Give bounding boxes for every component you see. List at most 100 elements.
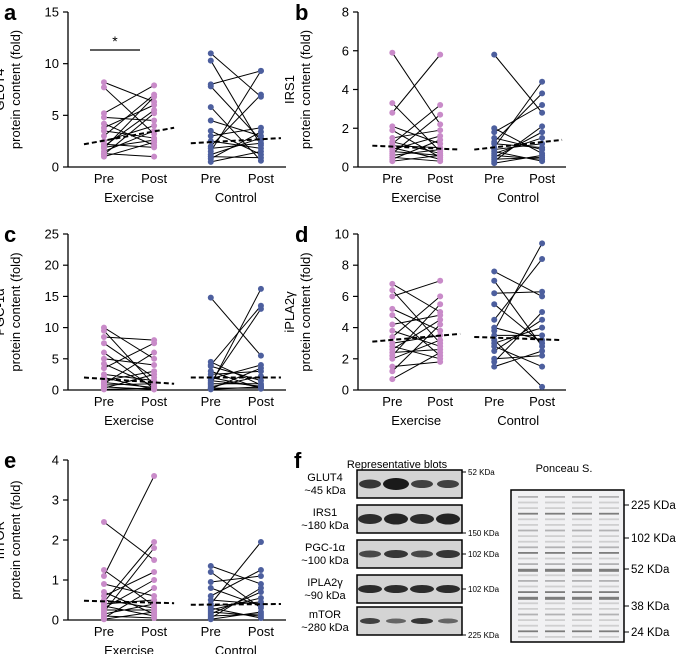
point-post	[151, 93, 158, 100]
point-pre	[491, 363, 498, 370]
group-label-exercise: Exercise	[391, 413, 441, 428]
point-post	[257, 589, 264, 595]
ponceau-band	[518, 540, 538, 543]
ponceau-band	[518, 624, 538, 627]
blot-row: PGC-1α~100 kDa 102 KDa	[301, 539, 500, 569]
blots-title: Representative blots	[347, 459, 448, 471]
ponceau-band	[518, 552, 538, 554]
ponceau-band	[572, 529, 592, 532]
ponceau-band	[572, 557, 592, 560]
ponceau-band	[572, 602, 592, 605]
paired-line	[493, 104, 543, 133]
point-pre	[207, 127, 214, 134]
point-post	[539, 293, 546, 300]
x-tick-label: Pre	[201, 171, 221, 186]
ponceau-band	[518, 496, 538, 498]
ponceau-band	[572, 496, 592, 498]
paired-line	[210, 308, 262, 383]
ponceau-band	[572, 608, 592, 610]
point-post	[539, 343, 546, 350]
point-pre	[389, 158, 396, 165]
blot-band	[359, 550, 381, 558]
y-axis-label-protein: mTOR	[0, 521, 7, 559]
ponceau-band	[572, 613, 592, 616]
ponceau-band	[545, 563, 565, 565]
point-post	[539, 316, 546, 323]
series-control	[190, 539, 281, 623]
point-post	[437, 358, 444, 365]
series-control	[190, 285, 281, 393]
ponceau-band	[518, 591, 538, 593]
point-post	[539, 134, 546, 141]
group-label-exercise: Exercise	[104, 643, 154, 654]
point-post	[257, 285, 264, 292]
point-post	[539, 109, 546, 116]
point-pre	[491, 277, 498, 284]
paired-line	[210, 151, 262, 163]
paired-line	[210, 599, 261, 605]
paired-line	[210, 611, 262, 620]
y-tick-label: 1	[52, 573, 59, 588]
y-axis-label-unit: protein content (fold)	[8, 480, 23, 599]
point-post	[437, 127, 444, 134]
ponceau-band	[599, 624, 619, 627]
point-pre	[389, 321, 396, 328]
point-post	[437, 158, 444, 165]
point-post	[437, 277, 444, 284]
y-tick-label: 0	[52, 160, 59, 175]
mean-line	[474, 138, 563, 151]
paired-line	[210, 297, 262, 357]
blot-row: IPLA2γ~90 kDa 102 KDa	[304, 574, 500, 604]
y-tick-label: 4	[52, 453, 59, 468]
blot-protein-name: PGC-1α	[305, 542, 346, 554]
point-post	[151, 122, 158, 129]
x-tick-label: Pre	[201, 394, 221, 409]
ponceau-band	[572, 596, 592, 600]
blot-band	[438, 618, 458, 624]
paired-line	[103, 541, 155, 603]
point-post	[257, 567, 264, 573]
point-post	[539, 324, 546, 331]
y-tick-label: 10	[335, 227, 349, 242]
point-pre	[100, 333, 107, 340]
ponceau-band	[599, 574, 619, 577]
point-pre	[389, 368, 396, 375]
paired-line	[494, 291, 543, 294]
paired-line	[103, 611, 155, 620]
blot-row: GLUT4~45 kDa 52 KDa	[304, 468, 495, 499]
point-post	[539, 332, 546, 339]
paired-line	[210, 367, 262, 390]
paired-line	[103, 84, 155, 114]
point-pre	[100, 567, 107, 573]
series-control	[474, 240, 563, 390]
ponceau-band	[599, 568, 619, 572]
point-post	[257, 573, 264, 579]
y-tick-label: 15	[45, 5, 59, 20]
y-axis-label-protein: GLUT4	[0, 69, 7, 111]
point-pre	[491, 160, 498, 167]
ponceau-band	[599, 608, 619, 610]
point-post	[437, 51, 444, 58]
ponceau-band	[599, 557, 619, 560]
ponceau-band	[545, 496, 565, 498]
paired-line	[210, 52, 262, 98]
x-tick-label: Post	[529, 171, 555, 186]
paired-line	[210, 70, 262, 152]
blot-protein-size: ~180 kDa	[301, 520, 349, 532]
ponceau-band	[572, 574, 592, 577]
point-post	[151, 102, 158, 108]
paired-line	[392, 125, 441, 145]
ponceau-band	[518, 568, 538, 572]
y-axis-label-unit: protein content (fold)	[298, 30, 313, 149]
point-pre	[100, 581, 107, 587]
ponceau-band	[545, 501, 565, 504]
x-tick-label: Pre	[201, 624, 221, 639]
blot-panel: Representative blots GLUT4~45 kDa 52 KDa I…	[301, 459, 676, 643]
ponceau-band	[518, 563, 538, 565]
ponceau-band	[518, 529, 538, 532]
paired-line	[210, 386, 261, 390]
point-post	[539, 78, 546, 85]
point-pre	[100, 519, 107, 525]
point-pre	[389, 287, 396, 294]
point-post	[539, 90, 546, 97]
